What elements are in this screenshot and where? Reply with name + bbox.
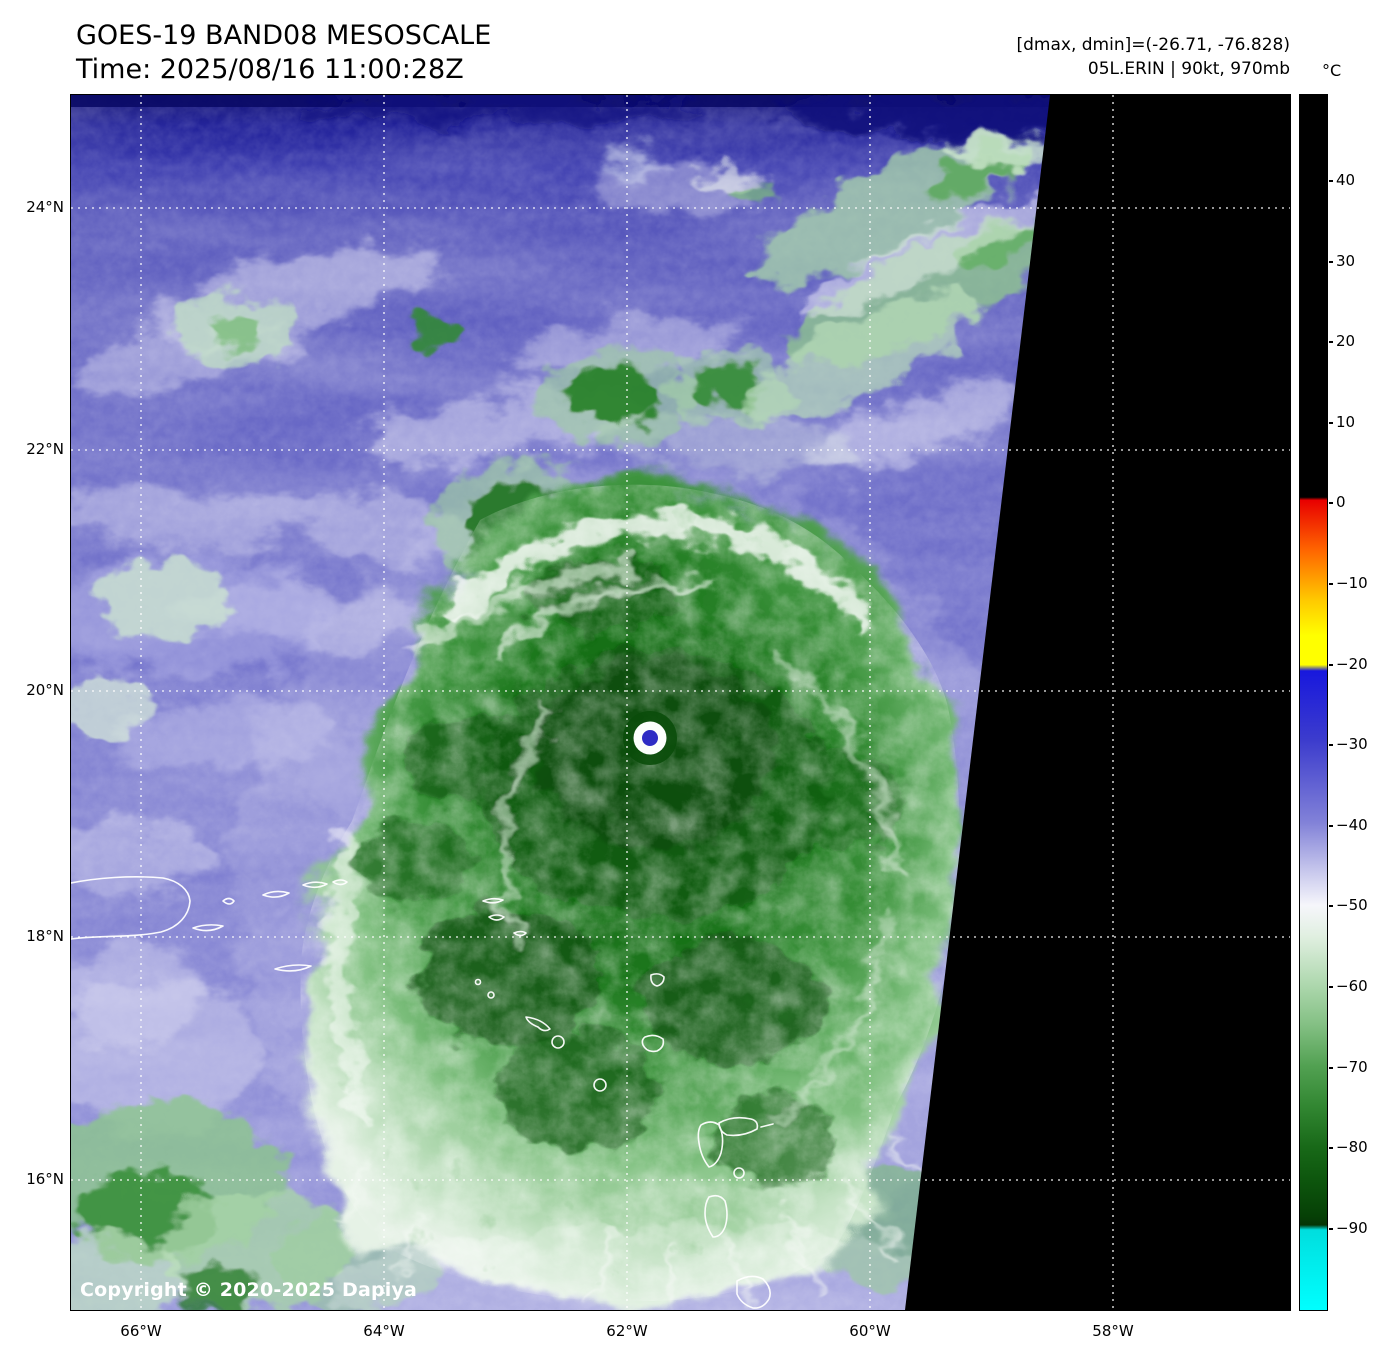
colorbar-label: −10 [1336,574,1368,592]
coast-st-martin [488,914,505,921]
lat-label: 16°N [26,1170,64,1188]
colorbar-label: 20 [1336,332,1356,350]
colorbar-tick [1329,1067,1333,1069]
coast-puerto-rico [71,876,191,940]
coast-statia [487,991,495,999]
colorbar-tick [1329,583,1333,585]
coast-anguilla [482,897,504,904]
lat-label: 20°N [26,681,64,699]
coast-antigua [641,1034,665,1053]
colorbar-tick [1329,986,1333,988]
coast-st-croix [274,964,312,972]
header-right: [dmax, dmin]=(-26.71, -76.828) 05L.ERIN … [860,33,1291,81]
colorbar-label: 40 [1336,171,1356,189]
lon-label: 58°W [1092,1322,1134,1340]
coast-montserrat [593,1078,607,1092]
range-info: [dmax, dmin]=(-26.71, -76.828) [1016,35,1291,55]
lat-label: 22°N [26,440,64,458]
colorbar-tick [1329,664,1333,666]
colorbar-label: 10 [1336,413,1356,431]
colorbar-label: −50 [1336,896,1368,914]
colorbar-tick [1329,744,1333,746]
scan-edge-black-sector [905,95,1290,1310]
coast-guadeloupe-west [697,1121,724,1168]
lon-label: 60°W [849,1322,891,1340]
coast-dominica [704,1194,728,1238]
colorbar-label: −90 [1336,1219,1368,1237]
colorbar-label: −80 [1336,1138,1368,1156]
coast-marie-galante [733,1167,745,1179]
colorbar-tick [1329,261,1333,263]
coast-tortola [302,881,328,889]
colorbar-label: −60 [1336,977,1368,995]
storm-eye [623,711,677,765]
satellite-map: Copyright © 2020-2025 Dapiya [70,94,1291,1311]
coast-nevis [551,1035,565,1049]
cloud-layer [71,134,1067,1310]
coast-virgin-gorda [332,879,348,886]
gridlines [71,95,1290,1310]
colorbar-tick [1329,825,1333,827]
colorbar-label: −20 [1336,655,1368,673]
colorbar-tick [1329,502,1333,504]
colorbar-tick [1329,1147,1333,1149]
coast-saba [474,978,482,986]
colorbar-label: −40 [1336,816,1368,834]
lat-label: 18°N [26,927,64,945]
storm-info: 05L.ERIN | 90kt, 970mb [1087,59,1290,79]
coast-st-barth [513,930,527,937]
lat-label: 24°N [26,198,64,216]
coast-st-thomas [262,890,290,898]
colorbar-label: 0 [1336,493,1346,511]
coastlines [71,876,774,1309]
colorbar-label: 30 [1336,252,1356,270]
storm-layer [300,484,991,1310]
lon-label: 62°W [606,1322,648,1340]
lon-label: 64°W [363,1322,405,1340]
coast-vieques [192,924,224,932]
colorbar [1299,94,1328,1311]
colorbar-tick [1329,341,1333,343]
colorbar-tick [1329,180,1333,182]
colorbar-tick [1329,422,1333,424]
coast-desirade [760,1123,774,1128]
colorbar-tick [1329,1228,1333,1230]
timestamp: Time: 2025/08/16 11:00:28Z [76,54,464,85]
coast-barbuda [650,973,665,987]
coast-st-kitts [525,1016,551,1032]
coast-culebra [222,897,235,905]
copyright: Copyright © 2020-2025 Dapiya [80,1279,418,1301]
coast-martinique [736,1275,771,1309]
satellite-image [71,95,1290,1310]
colorbar-label: −70 [1336,1058,1368,1076]
colorbar-label: −30 [1336,735,1368,753]
coast-guadeloupe-east [718,1116,759,1137]
lon-label: 66°W [120,1322,162,1340]
colorbar-tick [1329,905,1333,907]
colorbar-unit: °C [1322,61,1342,80]
page-title: GOES-19 BAND08 MESOSCALE [76,20,492,51]
